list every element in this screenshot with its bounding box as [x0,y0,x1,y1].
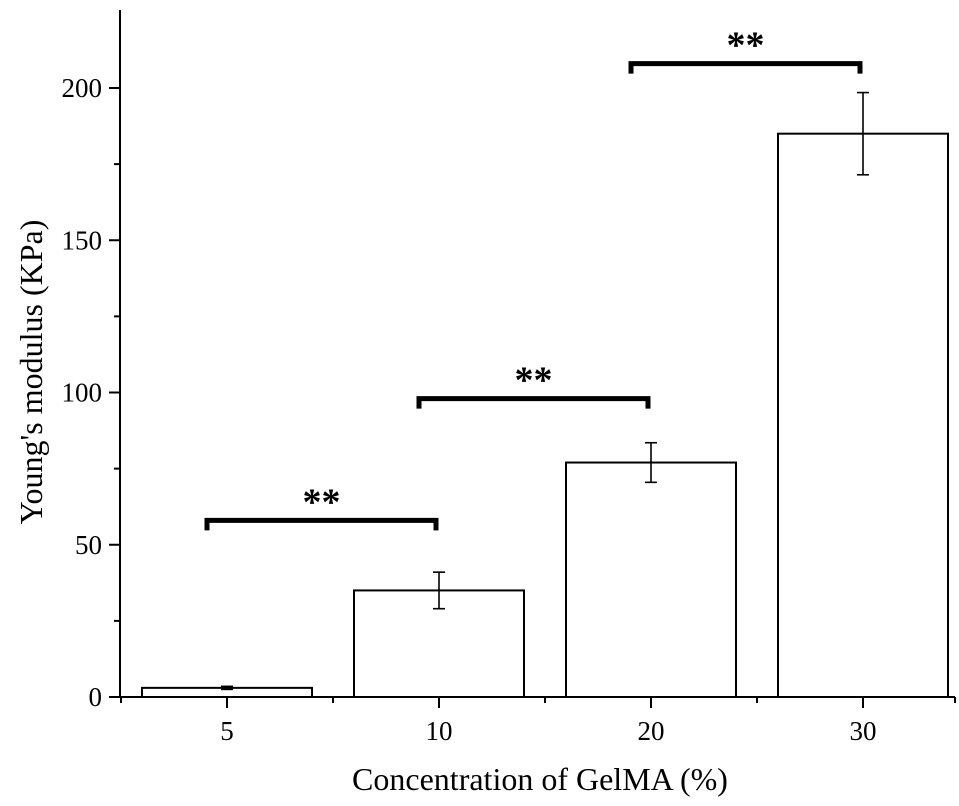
x-tick-label: 10 [426,716,453,746]
y-tick-label: 0 [89,682,103,712]
x-tick-label: 20 [638,716,665,746]
y-tick-label: 100 [62,378,103,408]
plot-area: 0 50 100 150 200 5 10 20 30 ** ** ** [62,10,956,746]
bar [353,589,525,698]
significance-bracket [204,517,439,531]
y-tick-label: 200 [62,73,103,103]
significance-bracket [416,396,651,409]
significance-label: ** [515,360,553,402]
significance-label: ** [727,25,765,67]
y-axis-title: Young's modulus (KPa) [13,220,49,525]
bar [565,461,737,698]
y-tick-label: 150 [62,225,103,255]
y-tick-label: 50 [75,530,102,560]
significance-bracket [628,61,863,74]
x-tick-label: 5 [220,716,234,746]
significance-label: ** [303,481,341,523]
x-axis-title: Concentration of GelMA (%) [352,761,728,797]
x-tick-label: 30 [850,716,877,746]
bar [777,132,949,699]
